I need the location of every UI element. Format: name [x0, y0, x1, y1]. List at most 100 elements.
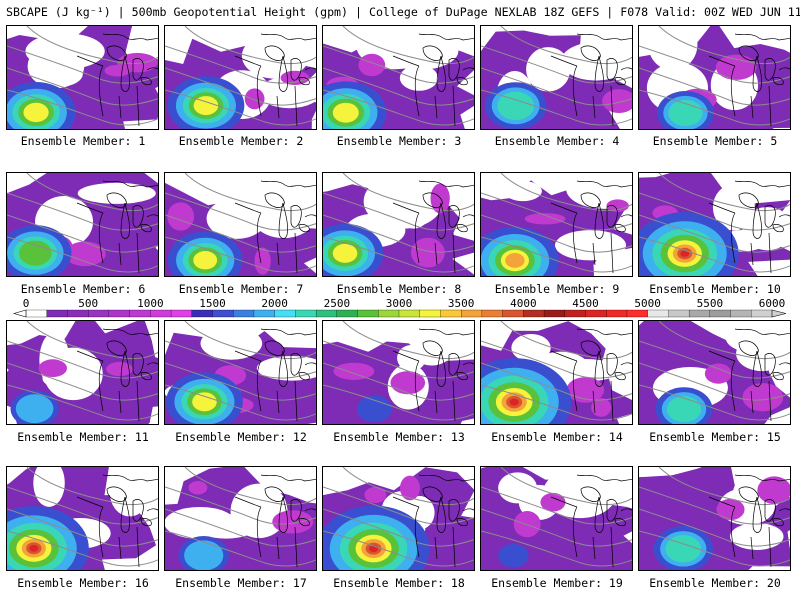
member-map-panel: [638, 25, 791, 130]
coastline: [102, 180, 158, 188]
height-contour-line: [500, 173, 632, 212]
coastline: [550, 55, 578, 67]
coastline: [752, 202, 762, 239]
colorbar-cell: [668, 309, 690, 318]
height-contour-line: [639, 340, 790, 379]
coastline: [772, 372, 784, 381]
member-map-panel: [6, 172, 159, 277]
coastline: [132, 353, 144, 376]
height-contour-line: [481, 45, 632, 84]
coastline: [764, 499, 776, 522]
coastline: [614, 372, 626, 381]
member-label: Ensemble Member: 3: [336, 134, 462, 148]
cape-map: [7, 26, 158, 129]
height-contour-line: [184, 321, 316, 360]
member-label: Ensemble Member: 15: [649, 430, 781, 444]
coastline: [392, 55, 420, 67]
coastline: [778, 508, 790, 512]
height-contour-line: [26, 321, 158, 360]
coastline: [768, 85, 772, 127]
member-label: Ensemble Member: 19: [491, 576, 623, 590]
coastline: [572, 212, 578, 264]
coastline: [418, 180, 474, 188]
coastline: [256, 65, 262, 117]
cape-free-area: [258, 76, 316, 109]
coastline: [392, 496, 420, 508]
coastline: [418, 33, 474, 41]
colorbar-max-arrow: [771, 309, 787, 318]
height-contour-line: [165, 67, 316, 106]
coastline: [418, 474, 474, 482]
cape-free-area: [393, 175, 434, 229]
cape-free-area: [399, 65, 439, 91]
height-contour-line: [165, 530, 316, 567]
cape-map: [323, 321, 474, 424]
member-map-panel: [480, 25, 633, 130]
coastline: [290, 58, 302, 81]
cape-free-area: [200, 327, 263, 360]
cape-free-area: [241, 33, 310, 79]
coastline: [132, 58, 144, 81]
coastline: [456, 224, 468, 233]
cape-field-mid: [715, 54, 757, 80]
member-map-panel: [6, 320, 159, 425]
coastline: [730, 65, 736, 117]
height-contour-line: [323, 192, 474, 231]
coastline: [392, 202, 420, 214]
member-map-panel: [164, 172, 317, 277]
coastline: [136, 526, 140, 568]
coastline: [750, 242, 754, 266]
coastline: [234, 350, 262, 362]
colorbar-cell: [647, 309, 669, 318]
cape-map: [481, 173, 632, 276]
coastline: [294, 526, 298, 568]
cape-free-area: [561, 42, 631, 81]
cape-field-mid: [358, 53, 386, 77]
height-contour-line: [481, 384, 632, 421]
coastline: [278, 202, 288, 239]
coastline: [146, 214, 158, 218]
cape-map: [165, 467, 316, 570]
member-label: Ensemble Member: 14: [491, 430, 623, 444]
height-contour-line: [658, 321, 790, 360]
cape-free-area: [37, 61, 83, 87]
coastline: [592, 536, 596, 560]
coastline: [764, 205, 776, 228]
cape-map: [7, 467, 158, 570]
height-contour-line: [165, 486, 316, 525]
height-contour-line: [165, 384, 316, 421]
coastline: [414, 212, 420, 264]
coastline: [136, 380, 140, 422]
coastline: [304, 67, 316, 71]
cape-field-mid: [244, 88, 265, 110]
coastline: [708, 55, 736, 67]
height-contour-line: [500, 321, 632, 360]
cape-field-mid: [254, 247, 271, 275]
member-label: Ensemble Member: 16: [17, 576, 149, 590]
coastline: [572, 506, 578, 558]
height-contour-line: [165, 508, 316, 547]
coastline: [234, 202, 262, 214]
height-contour-line: [7, 89, 158, 126]
coastline: [234, 496, 262, 508]
height-contour-line: [481, 67, 632, 106]
member-map-panel: [480, 466, 633, 571]
height-contour-line: [481, 508, 632, 547]
colorbar-cell: [129, 309, 151, 318]
coastline: [594, 350, 604, 387]
member-map-panel: [164, 466, 317, 571]
height-contour-line: [481, 340, 632, 379]
coastline: [708, 202, 736, 214]
member-label: Ensemble Member: 20: [649, 576, 781, 590]
coastline: [256, 360, 262, 412]
height-contour-line: [481, 214, 632, 253]
coastline: [118, 95, 122, 119]
height-contour-line: [7, 340, 158, 379]
coastline: [772, 518, 784, 527]
coastline: [610, 85, 614, 127]
colorbar-min-arrow: [12, 309, 27, 318]
height-contour-line: [481, 530, 632, 567]
coastline: [76, 202, 104, 214]
height-contour-line: [323, 214, 474, 253]
coastline: [106, 340, 127, 356]
